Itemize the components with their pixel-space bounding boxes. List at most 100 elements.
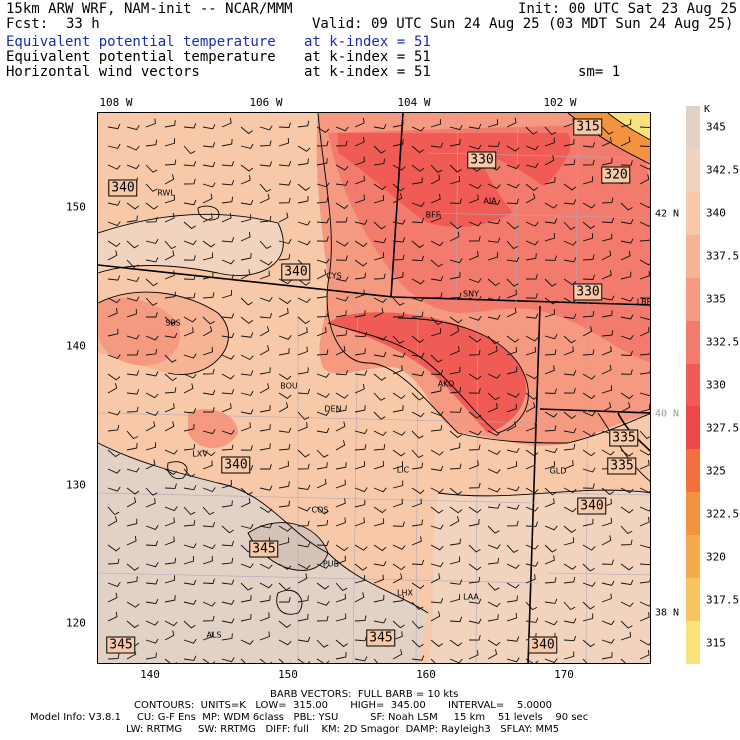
wind-barb [316, 478, 327, 489]
wind-barb [221, 212, 232, 223]
west-moist-pocket [98, 298, 180, 366]
wind-barb [107, 449, 120, 458]
wind-barb [544, 461, 556, 470]
wind-barb [297, 658, 311, 663]
wind-barb [164, 159, 177, 166]
state-borders [98, 113, 650, 663]
wind-barb [601, 137, 612, 147]
wind-barb [373, 460, 384, 470]
wind-barb [316, 658, 330, 663]
wind-barb [620, 449, 634, 457]
wind-barb [335, 255, 348, 261]
wind-barb [373, 238, 387, 244]
wind-barb [278, 161, 292, 167]
wind-barb [449, 386, 462, 394]
wind-barb [221, 332, 235, 339]
wind-barb [506, 636, 520, 642]
wind-barb [316, 600, 330, 606]
wind-barb [202, 555, 213, 565]
wind-barb [183, 638, 197, 644]
wind-barb [221, 599, 235, 605]
lat-label-38n: 38 N [655, 607, 680, 619]
wind-barb [620, 525, 633, 534]
wind-barb [335, 639, 348, 648]
legend-label: 345 [706, 120, 726, 134]
wind-barb [392, 271, 404, 280]
wind-barb [430, 328, 442, 337]
wind-barb [316, 349, 329, 356]
wind-barb [202, 252, 214, 261]
wind-barb [620, 219, 634, 225]
wind-barb [620, 539, 633, 546]
wind-barb [563, 159, 576, 166]
wind-barb [221, 373, 235, 380]
wind-barb [506, 657, 520, 663]
wind-barb [202, 521, 216, 528]
wind-barb [221, 389, 235, 395]
forecast-hour: 33 h [66, 16, 100, 32]
wind-barb [164, 316, 177, 325]
wind-barb [278, 427, 292, 433]
contour-label: 320 [601, 166, 631, 184]
wind-barb [335, 140, 348, 147]
colorado-kansas-border [527, 305, 541, 663]
wind-barb [582, 430, 596, 437]
wind-barb [335, 296, 349, 302]
contour-label: 340 [528, 636, 558, 654]
wind-barb [126, 535, 137, 546]
contour-label: 335 [607, 457, 637, 475]
wind-barb [544, 388, 557, 394]
wind-barb [202, 326, 213, 337]
wind-barb [202, 429, 216, 435]
grid-x-label: 170 [554, 668, 574, 681]
contour-info: CONTOURS: UNITS=K LOW= 315.00 HIGH= 345.… [134, 700, 552, 711]
wind-barb [145, 498, 156, 508]
wind-barb [107, 506, 120, 516]
wind-barb [411, 620, 424, 629]
wind-barb [620, 402, 631, 413]
wind-barb [164, 536, 175, 546]
wind-barb [259, 443, 271, 451]
wind-barb [183, 178, 196, 185]
wind-barb [392, 620, 405, 629]
wind-barb [145, 238, 159, 244]
wind-barb [525, 459, 536, 470]
wind-barb [468, 460, 479, 470]
wind-barb [411, 559, 425, 566]
wind-barb [544, 555, 555, 565]
legend-swatch [686, 621, 700, 665]
wind-barb [430, 658, 436, 663]
wind-barb [487, 614, 499, 622]
wind-barb [316, 291, 328, 299]
wind-barb [354, 156, 365, 166]
wind-barb [620, 350, 633, 356]
wind-barb [316, 269, 327, 280]
model-title: 15km ARW WRF, NAM-init -- NCAR/MMM [6, 1, 293, 17]
wind-barb [221, 180, 235, 186]
wind-barb [335, 517, 346, 527]
nebraska-kansas-border [539, 408, 650, 414]
wind-barb [582, 639, 595, 648]
wind-barb [582, 221, 595, 230]
wind-barb [620, 250, 631, 261]
wind-barb [639, 487, 650, 494]
wind-barb [449, 271, 461, 280]
wind-barb [392, 139, 404, 147]
legend-label: 330 [706, 378, 726, 392]
wind-barb [240, 445, 253, 451]
wind-barb [525, 506, 539, 512]
wind-barb [487, 468, 501, 474]
wind-barb [354, 544, 368, 551]
wind-barb [316, 462, 328, 470]
wind-barb [297, 120, 310, 128]
wind-barb [468, 278, 482, 284]
wind-barb [240, 497, 251, 508]
wind-barb [335, 392, 349, 399]
wind-barb [183, 555, 194, 565]
wind-barb [620, 119, 632, 128]
wind-barb [506, 486, 520, 492]
wind-barb [202, 240, 216, 248]
wind-barb [354, 517, 365, 527]
wind-barb [316, 392, 330, 398]
wind-barb [259, 424, 271, 432]
